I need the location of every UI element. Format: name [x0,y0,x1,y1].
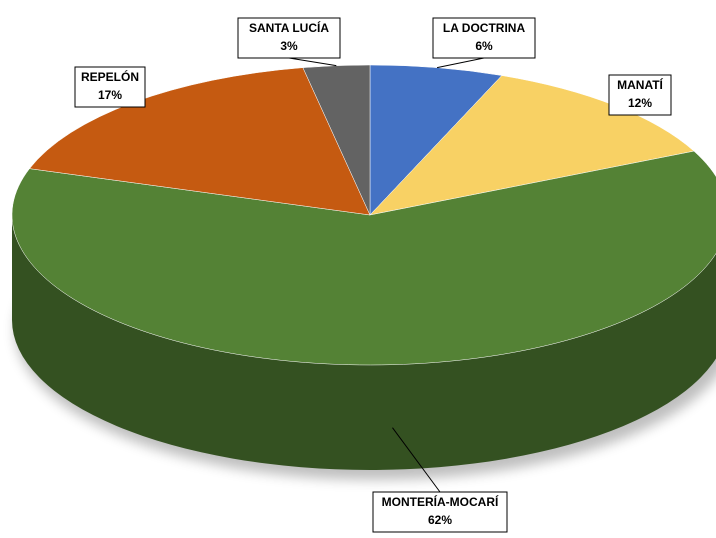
label-value: 12% [628,96,652,110]
label-name: MONTERÍA-MOCARÍ [382,494,499,509]
label-name: SANTA LUCÍA [249,20,329,35]
label-box [372,491,508,533]
label-value: 3% [280,39,298,53]
label-value: 17% [98,88,122,102]
data-label: REPELÓN 17% [74,66,146,108]
slice [369,64,503,216]
slice [302,64,371,216]
label-name: LA DOCTRINA [443,21,526,35]
label-box [74,66,146,108]
data-label: LA DOCTRINA 6% [432,17,536,69]
label-name: MANATÍ [617,77,663,92]
data-label: SANTA LUCÍA 3% [237,17,341,67]
label-value: 62% [428,513,452,527]
data-label: MANATÍ 12% [608,74,672,116]
label-box [432,17,536,59]
data-label: MONTERÍA-MOCARÍ 62% [372,427,508,533]
leader-line [392,427,441,493]
slice-side [12,215,716,470]
label-name: REPELÓN [81,69,139,84]
leader-line [436,57,485,69]
slice [11,150,716,366]
label-value: 6% [475,39,493,53]
label-box [237,17,341,59]
leader-line [288,57,337,67]
label-box [608,74,672,116]
